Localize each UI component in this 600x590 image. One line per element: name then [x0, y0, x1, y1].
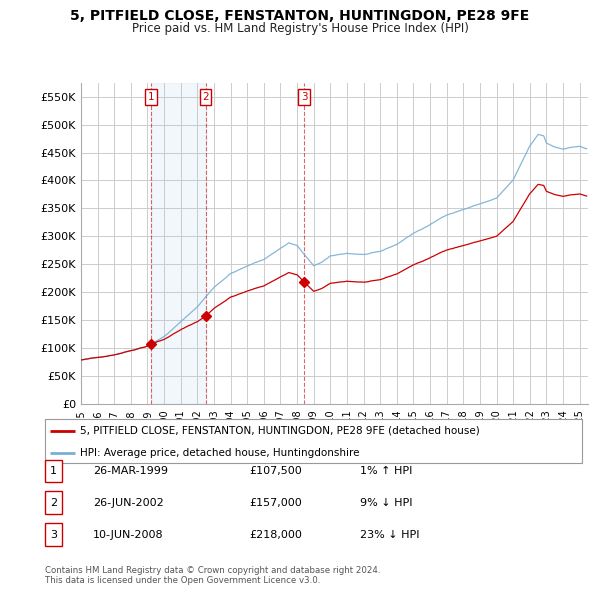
Text: HPI: Average price, detached house, Huntingdonshire: HPI: Average price, detached house, Hunt… [80, 448, 359, 458]
FancyBboxPatch shape [45, 419, 582, 463]
Text: 5, PITFIELD CLOSE, FENSTANTON, HUNTINGDON, PE28 9FE (detached house): 5, PITFIELD CLOSE, FENSTANTON, HUNTINGDO… [80, 426, 479, 436]
Text: £157,000: £157,000 [249, 498, 302, 507]
Text: 2: 2 [202, 92, 209, 102]
Text: 3: 3 [50, 530, 57, 539]
Text: 3: 3 [301, 92, 308, 102]
Text: 2: 2 [50, 498, 57, 507]
Text: 5, PITFIELD CLOSE, FENSTANTON, HUNTINGDON, PE28 9FE: 5, PITFIELD CLOSE, FENSTANTON, HUNTINGDO… [70, 9, 530, 23]
Text: Contains HM Land Registry data © Crown copyright and database right 2024.
This d: Contains HM Land Registry data © Crown c… [45, 566, 380, 585]
Text: 1: 1 [148, 92, 155, 102]
Bar [151, 83, 206, 404]
Text: 1: 1 [50, 466, 57, 476]
Text: Price paid vs. HM Land Registry's House Price Index (HPI): Price paid vs. HM Land Registry's House … [131, 22, 469, 35]
Text: £218,000: £218,000 [249, 530, 302, 539]
Text: 23% ↓ HPI: 23% ↓ HPI [360, 530, 419, 539]
Text: 1% ↑ HPI: 1% ↑ HPI [360, 466, 412, 476]
Text: 26-JUN-2002: 26-JUN-2002 [93, 498, 164, 507]
Text: £107,500: £107,500 [249, 466, 302, 476]
Text: 9% ↓ HPI: 9% ↓ HPI [360, 498, 413, 507]
Text: 26-MAR-1999: 26-MAR-1999 [93, 466, 168, 476]
Text: 10-JUN-2008: 10-JUN-2008 [93, 530, 164, 539]
